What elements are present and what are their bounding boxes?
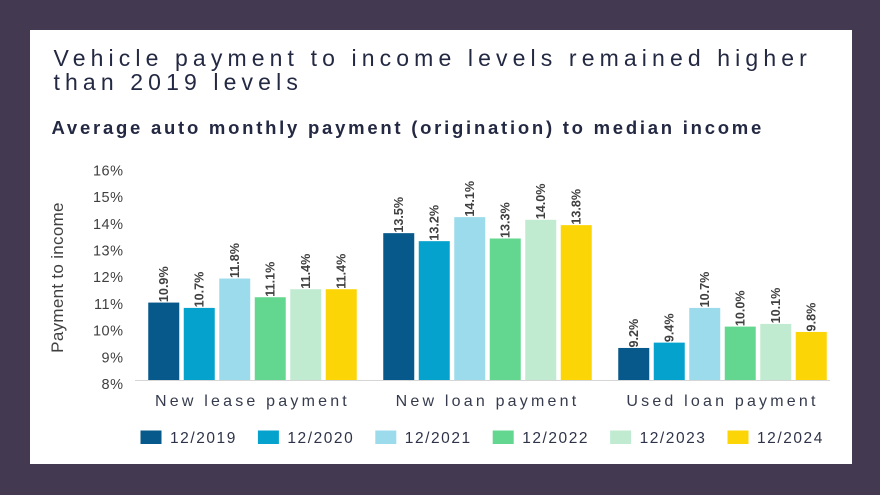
svg-text:11.8%: 11.8% (228, 243, 242, 278)
svg-text:13%: 13% (93, 244, 124, 260)
svg-text:13.2%: 13.2% (428, 205, 442, 241)
svg-text:9.2%: 9.2% (627, 319, 641, 348)
svg-text:New lease payment: New lease payment (155, 393, 350, 410)
svg-text:12/2023: 12/2023 (640, 430, 707, 447)
svg-text:10.7%: 10.7% (698, 272, 712, 308)
svg-text:12/2019: 12/2019 (170, 430, 237, 447)
svg-text:14.1%: 14.1% (463, 181, 477, 217)
svg-text:13.3%: 13.3% (499, 202, 513, 238)
svg-text:9.4%: 9.4% (663, 313, 677, 342)
svg-text:Used loan payment: Used loan payment (626, 393, 818, 410)
svg-text:11%: 11% (94, 297, 123, 313)
svg-text:13.8%: 13.8% (570, 189, 584, 225)
svg-text:15%: 15% (93, 190, 124, 206)
svg-text:10.7%: 10.7% (193, 272, 207, 308)
svg-text:10.1%: 10.1% (769, 288, 783, 324)
svg-text:New loan payment: New loan payment (396, 393, 580, 410)
svg-text:9%: 9% (102, 350, 124, 366)
svg-text:12/2024: 12/2024 (757, 430, 824, 447)
svg-text:10.9%: 10.9% (157, 266, 171, 302)
svg-text:9.8%: 9.8% (805, 303, 819, 332)
svg-text:11.1%: 11.1% (264, 262, 278, 297)
svg-text:12/2020: 12/2020 (287, 430, 354, 447)
svg-text:14.0%: 14.0% (534, 184, 548, 220)
svg-text:8%: 8% (102, 377, 124, 393)
svg-text:12%: 12% (93, 270, 124, 286)
svg-text:13.5%: 13.5% (392, 197, 406, 233)
svg-text:14%: 14% (93, 217, 124, 233)
svg-text:11.4%: 11.4% (335, 254, 349, 289)
svg-text:10.0%: 10.0% (734, 290, 748, 326)
svg-text:10%: 10% (93, 324, 124, 340)
svg-text:11.4%: 11.4% (299, 254, 313, 289)
svg-text:16%: 16% (93, 163, 124, 179)
svg-text:12/2022: 12/2022 (522, 430, 589, 447)
svg-text:Payment to income: Payment to income (48, 202, 67, 353)
svg-text:12/2021: 12/2021 (405, 430, 472, 447)
